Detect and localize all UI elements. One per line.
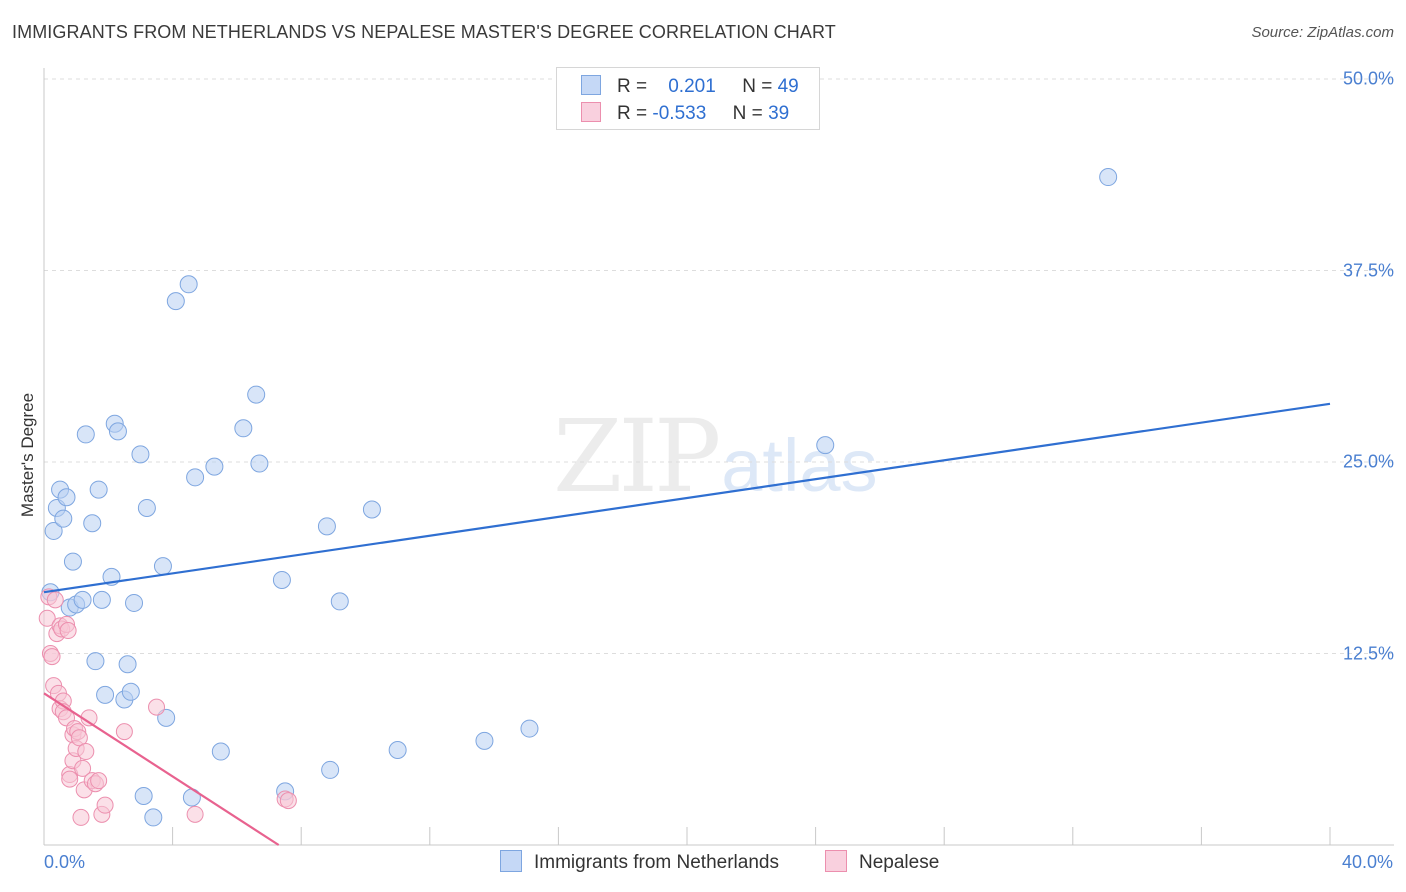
- data-point-nepalese: [74, 759, 92, 777]
- data-point-netherlands: [1099, 168, 1118, 187]
- legend-r-value: 0.201: [662, 76, 716, 97]
- legend-n-value: 39: [768, 103, 790, 124]
- data-point-netherlands: [475, 731, 494, 750]
- data-point-netherlands: [108, 422, 127, 441]
- y-axis-label: Master's Degree: [18, 392, 37, 518]
- data-point-netherlands: [118, 655, 137, 674]
- legend-row-nepalese: R = -0.533 N = 39: [581, 101, 790, 127]
- data-point-netherlands: [362, 500, 381, 519]
- source-label: Source: ZipAtlas.com: [1251, 24, 1394, 41]
- legend-label-netherlands: Immigrants from Netherlands: [534, 852, 779, 874]
- data-point-netherlands: [816, 436, 835, 455]
- data-point-nepalese: [96, 796, 114, 814]
- data-point-netherlands: [205, 457, 224, 476]
- legend-r-label: R =: [617, 76, 648, 97]
- bottom-legend-nepalese[interactable]: Nepalese: [825, 850, 940, 874]
- legend-r-value: -0.533: [652, 103, 707, 124]
- data-point-nepalese: [38, 609, 56, 627]
- data-point-nepalese: [59, 622, 77, 640]
- y-tick-label: 37.5%: [1342, 260, 1394, 280]
- y-tick-label: 50.0%: [1342, 68, 1394, 89]
- data-point-netherlands: [89, 480, 108, 499]
- data-point-nepalese: [46, 591, 64, 609]
- data-point-netherlands: [121, 682, 140, 701]
- axes: [43, 68, 1394, 846]
- data-point-netherlands: [166, 292, 185, 311]
- data-point-netherlands: [317, 517, 336, 536]
- legend-n-label: N =: [732, 103, 763, 124]
- data-point-nepalese: [115, 723, 133, 741]
- grid-lines: [44, 78, 1394, 654]
- data-point-netherlands: [234, 419, 253, 438]
- data-point-nepalese: [61, 770, 79, 788]
- data-point-netherlands: [73, 590, 92, 609]
- trend-line-netherlands: [43, 402, 1331, 594]
- data-point-nepalese: [43, 648, 61, 666]
- data-point-netherlands: [57, 488, 76, 507]
- data-point-netherlands: [321, 760, 340, 779]
- data-point-netherlands: [272, 570, 291, 589]
- data-point-netherlands: [330, 592, 349, 611]
- chart-title: IMMIGRANTS FROM NETHERLANDS VS NEPALESE …: [12, 22, 836, 42]
- data-point-nepalese: [148, 698, 166, 716]
- data-point-netherlands: [247, 385, 266, 404]
- series-netherlands-points: [41, 168, 1118, 827]
- data-point-nepalese: [70, 729, 88, 747]
- data-point-nepalese: [279, 792, 297, 810]
- trend-line-nepalese: [43, 692, 280, 846]
- legend-n-value: 49: [777, 76, 799, 97]
- data-point-netherlands: [86, 652, 105, 671]
- legend-label-nepalese: Nepalese: [859, 852, 940, 874]
- data-point-netherlands: [92, 590, 111, 609]
- data-point-netherlands: [388, 741, 407, 760]
- data-point-netherlands: [144, 808, 163, 827]
- data-point-nepalese: [77, 743, 95, 761]
- data-point-netherlands: [134, 786, 153, 805]
- data-point-netherlands: [76, 425, 95, 444]
- legend-swatch-pink: [581, 101, 601, 122]
- data-point-nepalese: [72, 808, 90, 826]
- data-point-netherlands: [54, 509, 73, 528]
- legend-n-label: N =: [742, 76, 773, 97]
- x-tick-label-max: 40.0%: [1341, 852, 1393, 872]
- data-point-netherlands: [179, 275, 198, 294]
- data-point-netherlands: [520, 719, 539, 738]
- trend-lines: [43, 402, 1331, 846]
- data-point-netherlands: [63, 552, 82, 571]
- data-point-netherlands: [137, 498, 156, 517]
- legend-r-label: R =: [617, 103, 648, 124]
- legend-swatch-pink: [825, 850, 847, 872]
- legend-swatch-blue: [581, 74, 601, 95]
- legend-swatch-blue: [500, 850, 522, 872]
- y-tick-label: 25.0%: [1342, 451, 1394, 472]
- data-point-netherlands: [96, 685, 115, 704]
- bottom-legend-netherlands[interactable]: Immigrants from Netherlands: [500, 850, 779, 874]
- data-point-netherlands: [125, 593, 144, 612]
- y-tick-label: 12.5%: [1342, 643, 1394, 663]
- legend-row-netherlands: R = 0.201 N = 49: [581, 74, 799, 100]
- series-nepalese-points: [38, 588, 297, 826]
- data-point-netherlands: [131, 445, 150, 464]
- data-point-netherlands: [211, 742, 230, 761]
- data-point-netherlands: [83, 514, 102, 533]
- data-point-netherlands: [250, 454, 269, 473]
- x-tick-label-min: 0.0%: [44, 852, 86, 872]
- correlation-legend: R = 0.201 N = 49 R = -0.533 N = 39: [556, 67, 820, 130]
- data-point-nepalese: [90, 772, 108, 790]
- data-point-nepalese: [186, 805, 204, 823]
- data-point-netherlands: [186, 468, 205, 487]
- data-point-netherlands: [44, 521, 63, 540]
- data-point-netherlands: [153, 557, 172, 576]
